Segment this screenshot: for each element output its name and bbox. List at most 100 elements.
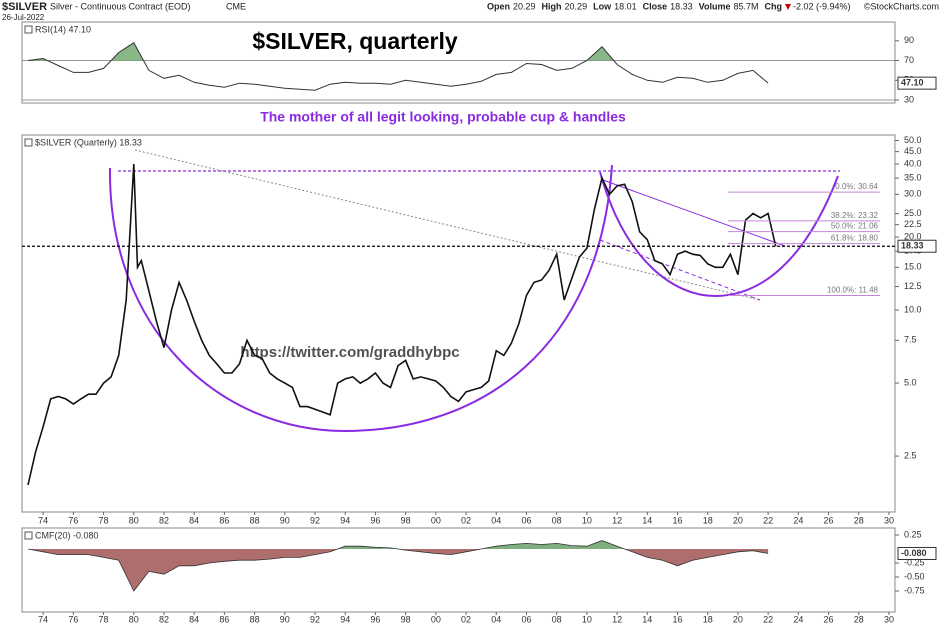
x-tick-label: 20 [733, 614, 743, 624]
x-tick-label: 82 [159, 515, 169, 525]
x-tick-label: 06 [521, 515, 531, 525]
watermark: https://twitter.com/graddhybpc [240, 344, 459, 361]
y-tick-label: 35.0 [904, 172, 922, 182]
x-tick-label: 94 [340, 614, 350, 624]
band-fill [28, 540, 769, 549]
x-tick-label: 10 [582, 515, 592, 525]
x-tick-label: 86 [219, 515, 229, 525]
x-tick-label: 76 [68, 614, 78, 624]
fib-label: 100.0%: 11.48 [827, 286, 879, 295]
cup-curve [599, 171, 839, 298]
x-tick-label: 28 [854, 515, 864, 525]
stat-value: 20.29 [513, 1, 536, 11]
stat-value: 20.29 [565, 1, 588, 11]
stat-label: Low [593, 1, 612, 11]
y-tick-label: 22.5 [904, 219, 922, 229]
x-tick-label: 94 [340, 515, 350, 525]
panel [22, 41, 895, 101]
x-tick-label: 98 [401, 614, 411, 624]
y-tick-label: 90 [904, 35, 914, 45]
x-tick-label: 12 [612, 515, 622, 525]
cup-curve [108, 164, 613, 433]
x-tick-label: 00 [431, 515, 441, 525]
x-tick-label: 30 [884, 515, 894, 525]
x-tick-label: 86 [219, 614, 229, 624]
x-tick-label: 90 [280, 614, 290, 624]
instrument-name: Silver - Continuous Contract (EOD) [50, 1, 191, 11]
x-tick-label: 80 [129, 614, 139, 624]
x-tick-label: 80 [129, 515, 139, 525]
last-value-label: 47.10 [901, 78, 924, 88]
y-tick-label: 70 [904, 55, 914, 65]
trend-line [134, 149, 761, 301]
x-tick-label: 96 [370, 614, 380, 624]
x-tick-label: 16 [672, 515, 682, 525]
x-tick-label: 14 [642, 614, 652, 624]
x-tick-label: 26 [824, 515, 834, 525]
drawings [108, 149, 840, 433]
trend-line [599, 239, 761, 301]
y-tick-label: 12.5 [904, 281, 922, 291]
x-tick-label: 14 [642, 515, 652, 525]
x-tick-label: 28 [854, 614, 864, 624]
band-group [28, 549, 769, 591]
x-tick-label: 18 [703, 614, 713, 624]
last-value-tag [897, 76, 937, 90]
panel-frame [21, 134, 896, 513]
x-tick-label: 02 [461, 515, 471, 525]
stats: Open 20.29 High 20.29 Low 18.01 Close 18.33 Volu… [487, 1, 851, 11]
x-tick-label: 00 [431, 614, 441, 624]
y-tick-label: 50.0 [904, 135, 922, 145]
panel [27, 540, 769, 592]
fib-label: 0.0%: 30.64 [835, 182, 878, 191]
last-value-tag [897, 239, 937, 253]
x-tick-label: 04 [491, 614, 501, 624]
x-tick-label: 16 [672, 614, 682, 624]
subtitle: The mother of all legit looking, probabl… [260, 109, 626, 125]
legend-label: CMF(20) -0.080 [35, 530, 99, 540]
x-tick-label: 84 [189, 515, 199, 525]
y-tick-label: 5.0 [904, 377, 917, 387]
y-tick-label: 0.25 [904, 529, 922, 539]
x-tick-label: 74 [38, 614, 48, 624]
x-tick-label: 78 [99, 614, 109, 624]
trend-line [602, 179, 786, 247]
y-tick-label: 45.0 [904, 146, 922, 156]
y-tick-label: 2.5 [904, 450, 917, 460]
fib-label: 38.2%: 23.32 [831, 211, 879, 220]
x-tick-label: 92 [310, 515, 320, 525]
x-tick-label: 78 [99, 515, 109, 525]
x-tick-label: 96 [370, 515, 380, 525]
y-tick-label: 30.0 [904, 189, 922, 199]
x-tick-label: 76 [68, 515, 78, 525]
x-tick-label: 18 [703, 515, 713, 525]
series-line [27, 540, 769, 592]
stat-label: Open [487, 1, 510, 11]
y-tick-label: 15.0 [904, 262, 922, 272]
x-tick-label: 90 [280, 515, 290, 525]
x-tick-label: 98 [401, 515, 411, 525]
fib-label: 50.0%: 21.06 [831, 222, 879, 231]
x-tick-label: 92 [310, 614, 320, 624]
y-tick-label: 30 [904, 94, 914, 104]
stat-value: 18.33 [670, 1, 693, 11]
down-arrow [785, 4, 792, 10]
stat-value: -2.02 (-9.94%) [793, 1, 851, 11]
panel [27, 163, 777, 486]
stat-label: Close [643, 1, 668, 11]
x-tick-label: 10 [582, 614, 592, 624]
x-tick-label: 20 [733, 515, 743, 525]
x-tick-label: 22 [763, 614, 773, 624]
y-tick-label: 20.0 [904, 231, 922, 241]
band-group [28, 540, 769, 549]
last-value-tag [897, 546, 937, 560]
x-tick-label: 24 [793, 614, 803, 624]
y-tick-label: 7.5 [904, 335, 917, 345]
x-tick-label: 08 [552, 515, 562, 525]
panel-frame [21, 527, 896, 613]
y-tick-label: 40.0 [904, 158, 922, 168]
series-line [27, 163, 777, 486]
stat-label: Volume [699, 1, 731, 11]
x-tick-label: 12 [612, 614, 622, 624]
